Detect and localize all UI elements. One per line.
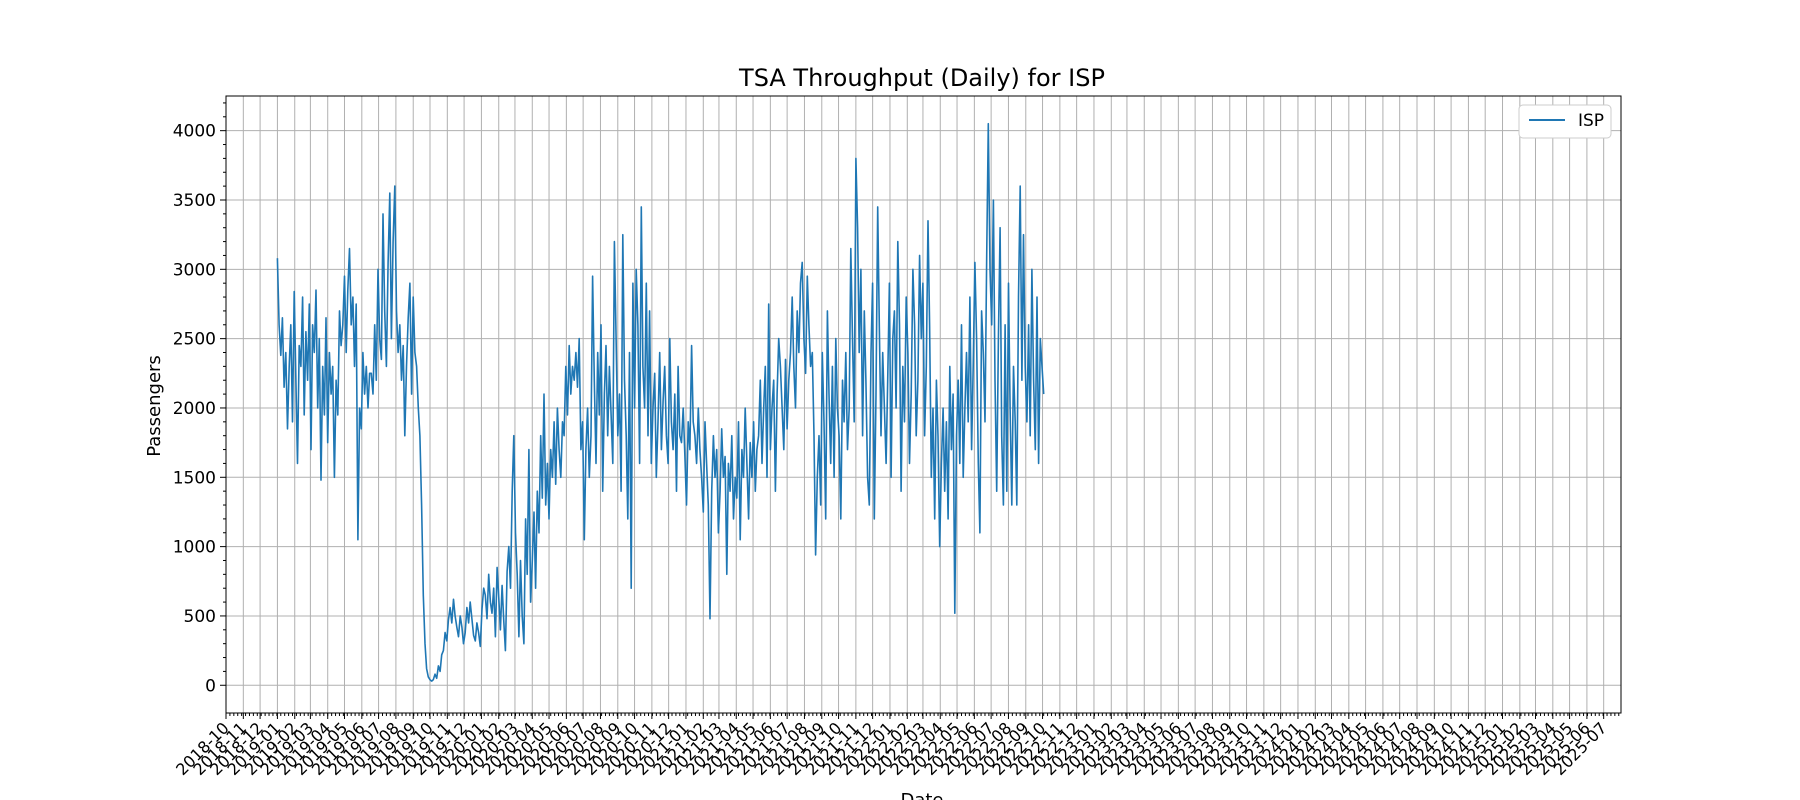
y-tick-label: 1000 xyxy=(173,538,216,558)
y-tick-label: 4000 xyxy=(173,122,216,142)
legend-box xyxy=(1518,104,1612,139)
y-ticks: 0 500 1000 1500 2000 2500 3000 3500 4000 xyxy=(173,102,226,696)
y-tick-label: 2500 xyxy=(173,330,216,350)
y-tick-label: 2000 xyxy=(173,399,216,419)
legend-label-isp: ISP xyxy=(1578,111,1604,131)
y-axis-label: Passengers xyxy=(144,355,165,457)
y-tick-label: 500 xyxy=(184,607,216,627)
series-group xyxy=(276,122,1045,682)
x-axis-label: Date xyxy=(900,790,943,800)
chart-title: TSA Throughput (Daily) for ISP xyxy=(738,64,1105,92)
y-tick-label: 0 xyxy=(205,676,216,696)
y-tick-label: 1500 xyxy=(173,468,216,488)
y-tick-label: 3500 xyxy=(173,191,216,211)
y-tick-label: 3000 xyxy=(173,260,216,280)
series-line-isp xyxy=(276,122,1045,682)
legend: ISP xyxy=(1518,104,1612,139)
plot-frame xyxy=(225,95,1622,714)
